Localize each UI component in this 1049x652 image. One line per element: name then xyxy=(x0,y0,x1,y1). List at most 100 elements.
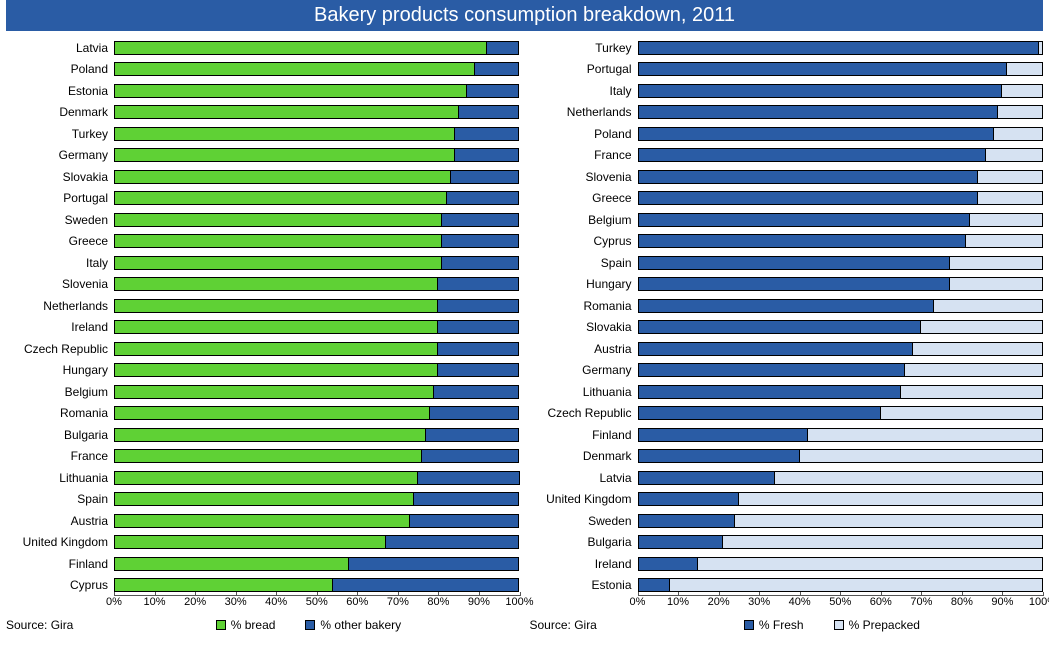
bar-track xyxy=(114,41,520,55)
chart-row: Czech Republic xyxy=(530,403,1044,425)
chart-row: Czech Republic xyxy=(6,338,520,360)
legend-item: % other bakery xyxy=(305,618,401,632)
row-label: France xyxy=(6,449,114,463)
chart-row: Lithuania xyxy=(530,381,1044,403)
bar-segment-other xyxy=(438,299,519,313)
bar-segment-other xyxy=(455,148,520,162)
bar-segment-fresh xyxy=(638,449,800,463)
chart-row: United Kingdom xyxy=(530,489,1044,511)
bar-track xyxy=(114,127,520,141)
bar-segment-prepacked xyxy=(994,127,1043,141)
bar-segment-fresh xyxy=(638,557,699,571)
axis-tick: 60% xyxy=(870,596,892,608)
row-label: Sweden xyxy=(530,514,638,528)
bar-track xyxy=(638,514,1044,528)
axis-tick: 0% xyxy=(630,596,646,608)
row-label: Slovakia xyxy=(530,320,638,334)
bar-track xyxy=(114,492,520,506)
chart-row: Denmark xyxy=(6,102,520,124)
bar-track xyxy=(638,256,1044,270)
bar-segment-other xyxy=(442,234,519,248)
bar-segment-other xyxy=(426,428,519,442)
bar-segment-prepacked xyxy=(986,148,1043,162)
bar-segment-prepacked xyxy=(905,363,1043,377)
bar-segment-bread xyxy=(114,277,438,291)
row-label: Denmark xyxy=(6,105,114,119)
row-label: Czech Republic xyxy=(530,406,638,420)
row-label: Ireland xyxy=(6,320,114,334)
bar-segment-bread xyxy=(114,535,386,549)
axis-tick: 40% xyxy=(265,596,287,608)
bar-segment-fresh xyxy=(638,191,979,205)
legend-swatch xyxy=(834,620,844,630)
row-label: Cyprus xyxy=(6,578,114,592)
chart-row: Estonia xyxy=(530,575,1044,597)
row-label: Spain xyxy=(6,492,114,506)
axis-tick: 10% xyxy=(667,596,689,608)
bar-segment-bread xyxy=(114,514,410,528)
bar-segment-prepacked xyxy=(950,256,1043,270)
bar-segment-other xyxy=(414,492,519,506)
chart-row: Slovenia xyxy=(6,274,520,296)
chart-row: Germany xyxy=(6,145,520,167)
bar-segment-prepacked xyxy=(1002,84,1043,98)
row-label: Lithuania xyxy=(6,471,114,485)
chart-row: Greece xyxy=(6,231,520,253)
chart-row: Cyprus xyxy=(6,575,520,597)
bar-segment-prepacked xyxy=(739,492,1043,506)
bar-track xyxy=(638,277,1044,291)
bar-segment-fresh xyxy=(638,299,934,313)
axis-tick: 80% xyxy=(951,596,973,608)
chart-row: Romania xyxy=(6,403,520,425)
bar-track xyxy=(638,213,1044,227)
bar-track xyxy=(638,127,1044,141)
bar-segment-fresh xyxy=(638,62,1007,76)
bar-segment-bread xyxy=(114,578,333,592)
bar-track xyxy=(638,105,1044,119)
row-label: Cyprus xyxy=(530,234,638,248)
bar-segment-prepacked xyxy=(698,557,1043,571)
chart-row: United Kingdom xyxy=(6,532,520,554)
bar-segment-prepacked xyxy=(808,428,1043,442)
bar-segment-other xyxy=(410,514,519,528)
chart-title: Bakery products consumption breakdown, 2… xyxy=(6,0,1043,31)
bar-track xyxy=(114,213,520,227)
legend-item: % bread xyxy=(216,618,276,632)
bar-segment-bread xyxy=(114,320,438,334)
bar-track xyxy=(638,492,1044,506)
bar-segment-prepacked xyxy=(966,234,1043,248)
row-label: Estonia xyxy=(530,578,638,592)
bar-segment-fresh xyxy=(638,170,979,184)
bar-segment-bread xyxy=(114,428,426,442)
chart-row: Portugal xyxy=(530,59,1044,81)
left-legend: % bread % other bakery xyxy=(216,618,401,632)
left-panel: LatviaPolandEstoniaDenmarkTurkeyGermanyS… xyxy=(6,37,520,614)
bar-track xyxy=(114,105,520,119)
row-label: Bulgaria xyxy=(6,428,114,442)
axis-tick: 60% xyxy=(346,596,368,608)
bar-track xyxy=(638,535,1044,549)
bar-segment-prepacked xyxy=(978,170,1043,184)
bar-segment-bread xyxy=(114,342,438,356)
row-label: Hungary xyxy=(530,277,638,291)
bar-segment-other xyxy=(438,363,519,377)
bar-segment-bread xyxy=(114,213,442,227)
bar-segment-other xyxy=(442,213,519,227)
bar-track xyxy=(114,385,520,399)
bar-segment-other xyxy=(467,84,520,98)
chart-row: Greece xyxy=(530,188,1044,210)
row-label: Greece xyxy=(530,191,638,205)
chart-row: Bulgaria xyxy=(6,424,520,446)
axis-tick: 70% xyxy=(910,596,932,608)
chart-row: Italy xyxy=(6,252,520,274)
right-source: Source: Gira xyxy=(530,618,597,632)
bar-track xyxy=(114,320,520,334)
row-label: Netherlands xyxy=(530,105,638,119)
row-label: Poland xyxy=(530,127,638,141)
bar-segment-fresh xyxy=(638,148,987,162)
bar-segment-bread xyxy=(114,449,422,463)
bar-segment-other xyxy=(438,342,519,356)
bar-segment-fresh xyxy=(638,535,723,549)
bar-segment-other xyxy=(475,62,520,76)
chart-row: Sweden xyxy=(6,209,520,231)
